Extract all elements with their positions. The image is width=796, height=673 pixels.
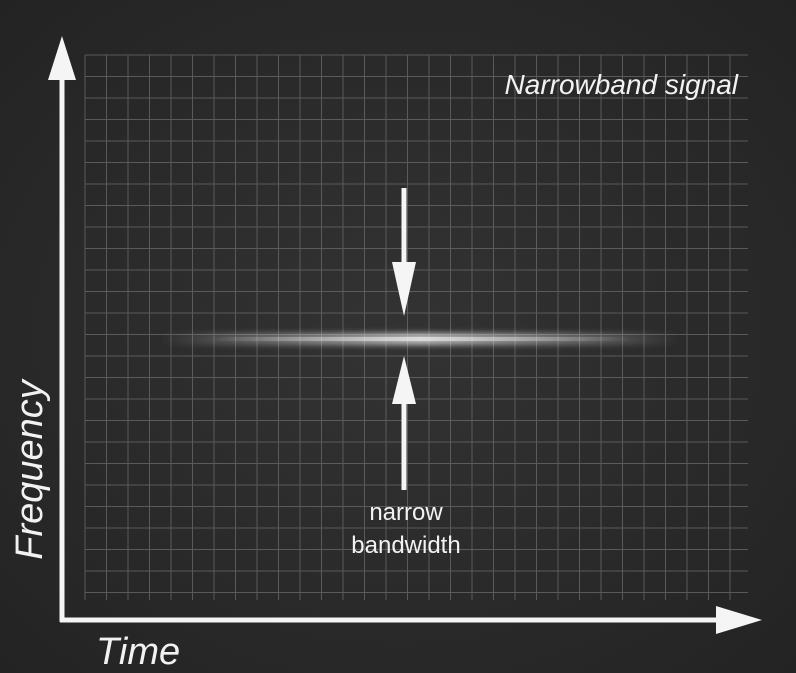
up-arrow-icon: [392, 356, 416, 404]
x-axis-label: Time: [96, 631, 180, 673]
y-axis-arrow-icon: [48, 36, 76, 80]
x-axis: [60, 606, 762, 634]
grid: [84, 54, 748, 600]
y-axis-label: Frequency: [9, 378, 51, 560]
bottom-bandwidth-arrow: [392, 356, 416, 490]
down-arrow-icon: [392, 262, 416, 316]
top-bandwidth-arrow: [392, 188, 416, 316]
annotation-line-1: narrow: [369, 499, 443, 526]
diagram-title: Narrowband signal: [505, 69, 739, 100]
annotation-line-2: bandwidth: [351, 532, 460, 559]
y-axis: [48, 36, 76, 622]
x-axis-arrow-icon: [716, 606, 762, 634]
signal-band: [160, 333, 680, 345]
